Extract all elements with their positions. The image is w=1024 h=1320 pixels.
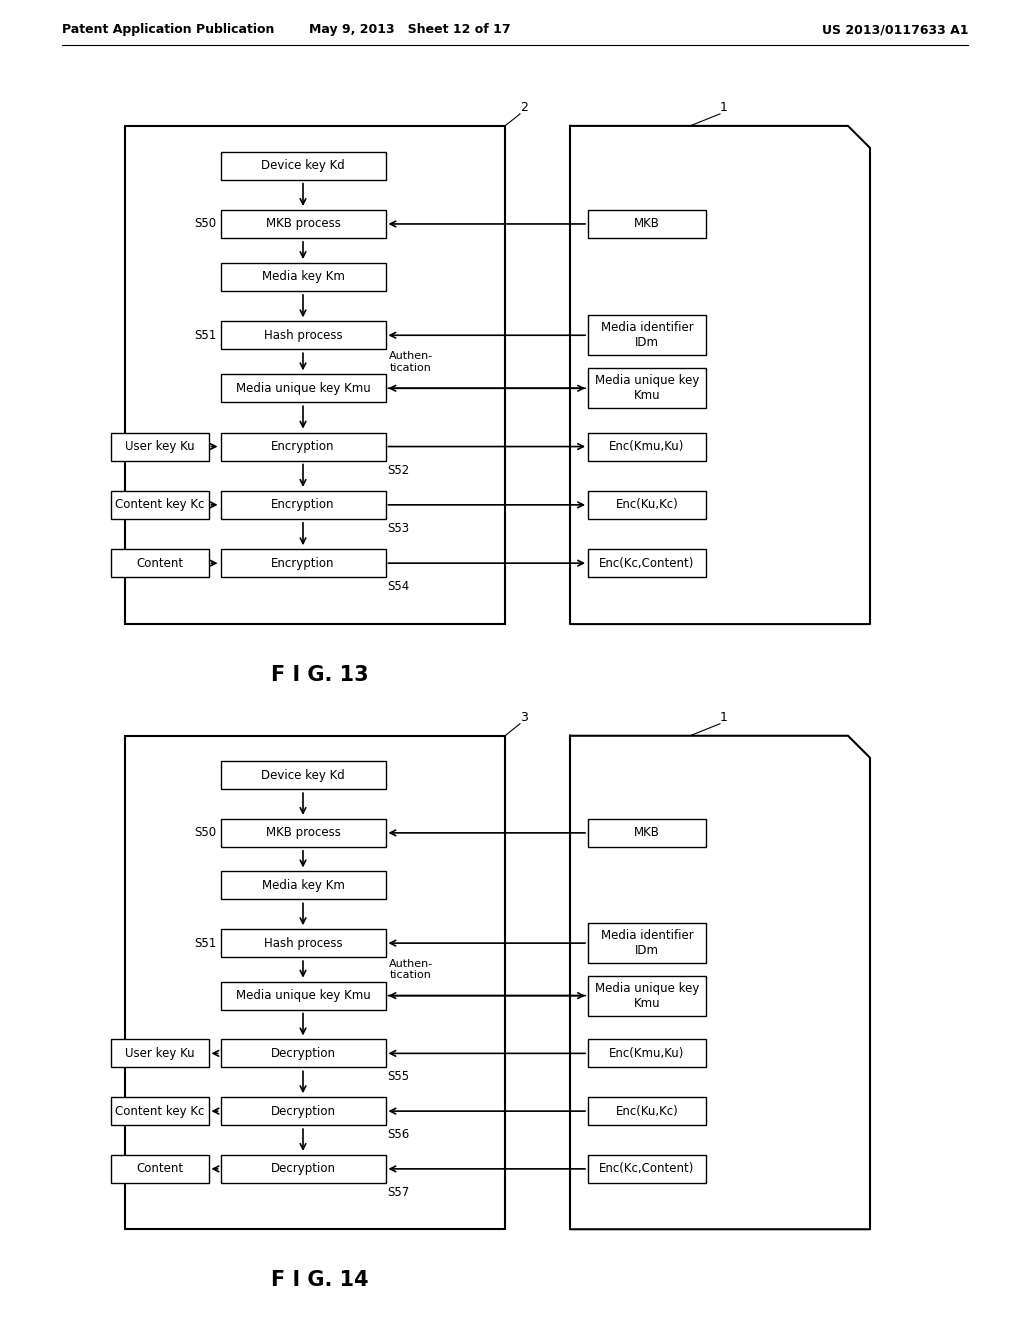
Text: S57: S57	[387, 1185, 410, 1199]
Text: Media key Km: Media key Km	[261, 271, 344, 284]
Bar	[588, 433, 706, 461]
Bar	[220, 818, 385, 847]
Bar	[220, 210, 385, 238]
Bar	[588, 549, 706, 577]
Text: F I G. 13: F I G. 13	[271, 665, 369, 685]
Text: Hash process: Hash process	[264, 329, 342, 342]
Text: May 9, 2013   Sheet 12 of 17: May 9, 2013 Sheet 12 of 17	[309, 24, 511, 37]
Text: Media identifier
IDm: Media identifier IDm	[601, 321, 693, 350]
Bar	[220, 152, 385, 180]
Text: 1: 1	[720, 100, 728, 114]
Text: Content key Kc: Content key Kc	[115, 499, 204, 511]
Text: Media identifier
IDm: Media identifier IDm	[601, 929, 693, 957]
Text: Content: Content	[136, 1163, 183, 1175]
Text: Device key Kd: Device key Kd	[261, 160, 345, 172]
Bar	[220, 871, 385, 899]
Bar	[588, 315, 706, 355]
Text: Enc(Kc,Content): Enc(Kc,Content)	[599, 557, 694, 570]
Bar	[220, 982, 385, 1010]
Text: 2: 2	[520, 100, 528, 114]
Text: Encryption: Encryption	[271, 440, 335, 453]
Bar	[220, 491, 385, 519]
Bar	[588, 1039, 706, 1068]
Text: MKB process: MKB process	[265, 826, 340, 840]
Text: Content key Kc: Content key Kc	[115, 1105, 204, 1118]
Text: Decryption: Decryption	[270, 1163, 336, 1175]
Text: S51: S51	[195, 329, 216, 342]
Bar	[588, 491, 706, 519]
Bar	[588, 1097, 706, 1125]
Bar	[220, 263, 385, 290]
Bar	[125, 125, 505, 624]
Bar	[588, 210, 706, 238]
Bar	[111, 1097, 209, 1125]
Text: 3: 3	[520, 710, 528, 723]
Text: S56: S56	[387, 1129, 410, 1140]
Bar	[588, 818, 706, 847]
Text: S53: S53	[387, 521, 410, 535]
Bar	[220, 929, 385, 957]
Bar	[220, 375, 385, 403]
Text: Decryption: Decryption	[270, 1047, 336, 1060]
Bar	[111, 433, 209, 461]
Text: Device key Kd: Device key Kd	[261, 768, 345, 781]
Text: Media unique key
Kmu: Media unique key Kmu	[595, 375, 699, 403]
Text: Authen-
tication: Authen- tication	[388, 958, 433, 981]
Text: S52: S52	[387, 463, 410, 477]
Text: Enc(Kmu,Ku): Enc(Kmu,Ku)	[609, 440, 685, 453]
Bar	[220, 1097, 385, 1125]
Text: Enc(Kmu,Ku): Enc(Kmu,Ku)	[609, 1047, 685, 1060]
Bar	[220, 1039, 385, 1068]
Bar	[220, 321, 385, 350]
Bar	[220, 1155, 385, 1183]
Bar	[588, 975, 706, 1015]
Bar	[220, 433, 385, 461]
Polygon shape	[570, 735, 870, 1229]
Text: User key Ku: User key Ku	[125, 1047, 195, 1060]
Text: Enc(Ku,Kc): Enc(Ku,Kc)	[615, 499, 678, 511]
Text: S54: S54	[387, 581, 410, 593]
Bar	[220, 762, 385, 789]
Text: Enc(Kc,Content): Enc(Kc,Content)	[599, 1163, 694, 1175]
Text: Enc(Ku,Kc): Enc(Ku,Kc)	[615, 1105, 678, 1118]
Bar	[588, 368, 706, 408]
Text: Encryption: Encryption	[271, 499, 335, 511]
Bar	[111, 1039, 209, 1068]
Text: 1: 1	[720, 710, 728, 723]
Bar	[125, 735, 505, 1229]
Text: Hash process: Hash process	[264, 937, 342, 949]
Text: S55: S55	[387, 1071, 410, 1084]
Bar	[111, 549, 209, 577]
Text: S50: S50	[195, 826, 216, 840]
Bar	[588, 1155, 706, 1183]
Text: F I G. 14: F I G. 14	[271, 1270, 369, 1290]
Text: Media key Km: Media key Km	[261, 879, 344, 892]
Text: Media unique key Kmu: Media unique key Kmu	[236, 381, 371, 395]
Bar	[111, 491, 209, 519]
Bar	[588, 923, 706, 964]
Text: Authen-
tication: Authen- tication	[388, 351, 433, 372]
Text: MKB: MKB	[634, 826, 659, 840]
Text: Decryption: Decryption	[270, 1105, 336, 1118]
Polygon shape	[570, 125, 870, 624]
Text: MKB: MKB	[634, 218, 659, 231]
Text: Encryption: Encryption	[271, 557, 335, 570]
Text: Media unique key
Kmu: Media unique key Kmu	[595, 982, 699, 1010]
Bar	[111, 1155, 209, 1183]
Bar	[220, 549, 385, 577]
Text: Patent Application Publication: Patent Application Publication	[62, 24, 274, 37]
Text: S50: S50	[195, 218, 216, 231]
Text: US 2013/0117633 A1: US 2013/0117633 A1	[821, 24, 968, 37]
Text: MKB process: MKB process	[265, 218, 340, 231]
Text: Content: Content	[136, 557, 183, 570]
Text: User key Ku: User key Ku	[125, 440, 195, 453]
Text: Media unique key Kmu: Media unique key Kmu	[236, 989, 371, 1002]
Text: S51: S51	[195, 937, 216, 949]
